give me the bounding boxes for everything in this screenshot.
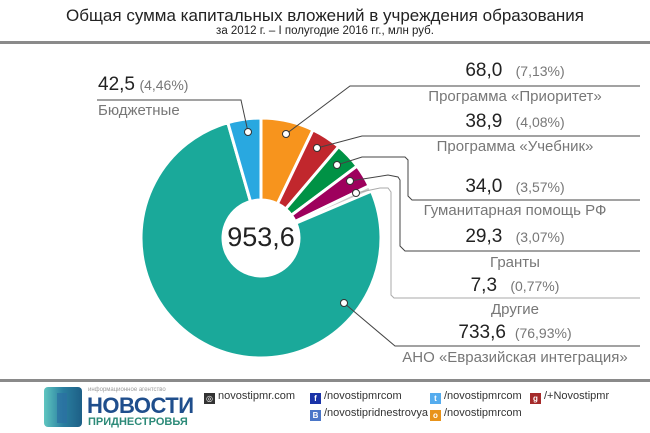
slice-value: 29,3 xyxy=(465,226,503,247)
label-name-4: Другие xyxy=(490,301,540,318)
label-0: 68,0 (7,13%) xyxy=(390,60,640,82)
globe-icon: ◎ xyxy=(204,393,215,404)
twitter-icon: t xyxy=(430,393,441,404)
link-website[interactable]: ◎ novostipmr.com xyxy=(204,390,296,404)
link-google-plus[interactable]: g/+Novostipmr xyxy=(530,390,609,404)
slice-value: 34,0 xyxy=(465,176,503,197)
slice-percent: (3,07%) xyxy=(515,229,565,245)
chart-title: Общая сумма капитальных вложений в учреж… xyxy=(65,6,584,25)
leader-line-6 xyxy=(97,99,249,133)
slice-percent: (7,13%) xyxy=(515,63,565,79)
leader-dot-1 xyxy=(313,144,321,152)
label-5: 733,6 (76,93%) xyxy=(390,322,640,344)
logo-tagline: информационное агентство xyxy=(88,387,166,393)
slice-value: 42,5 xyxy=(98,74,135,95)
label-name-0: Программа «Приоритет» xyxy=(428,88,602,105)
link-odnoklassniki[interactable]: o/novostipmrcom xyxy=(430,407,522,421)
leader-dot-4 xyxy=(352,189,360,197)
link-facebook[interactable]: f/novostipmrcom xyxy=(310,390,402,404)
logo-title: НОВОСТИ xyxy=(87,393,194,418)
leader-line-3 xyxy=(349,174,640,252)
logo-subtitle: ПРИДНЕСТРОВЬЯ xyxy=(88,416,188,428)
leader-line-5 xyxy=(343,302,640,347)
logo-mark xyxy=(44,387,82,427)
slice-percent: (0,77%) xyxy=(510,278,560,294)
label-1: 38,9 (4,08%) xyxy=(390,111,640,133)
slice-percent: (4,46%) xyxy=(139,77,189,93)
slice-value: 38,9 xyxy=(465,111,503,132)
slice-6 xyxy=(225,116,263,204)
label-name-6: Бюджетные xyxy=(98,102,180,119)
slice-percent: (3,57%) xyxy=(515,179,565,195)
leader-dot-0 xyxy=(282,130,290,138)
total-value: 953,6 xyxy=(227,222,295,252)
slice-5 xyxy=(139,120,383,360)
facebook-icon: f xyxy=(310,393,321,404)
slice-percent: (76,93%) xyxy=(514,325,572,341)
label-name-2: Гуманитарная помощь РФ xyxy=(423,202,607,219)
leader-line-0 xyxy=(285,85,640,135)
label-6: 42,5 (4,46%) xyxy=(98,74,188,96)
header-divider xyxy=(0,41,650,44)
leader-line-2 xyxy=(336,156,640,201)
link-twitter[interactable]: t/novostipmrcom xyxy=(430,390,522,404)
label-4: 7,3 (0,77%) xyxy=(390,275,640,297)
slice-value: 733,6 xyxy=(458,322,506,343)
leader-dot-2 xyxy=(333,161,341,169)
leader-line-1 xyxy=(316,135,640,149)
label-name-5: АНО «Евразийская интеграция» xyxy=(402,349,628,366)
leader-dot-5 xyxy=(340,299,348,307)
slice-percent: (4,08%) xyxy=(515,114,565,130)
slice-value: 68,0 xyxy=(465,60,503,81)
google-plus-icon: g xyxy=(530,393,541,404)
chart-subtitle: за 2012 г. – I полугодие 2016 гг., млн р… xyxy=(216,25,434,37)
leader-dot-6 xyxy=(244,128,252,136)
label-2: 34,0 (3,57%) xyxy=(390,176,640,198)
vk-icon: B xyxy=(310,410,321,421)
odnoklassniki-icon: o xyxy=(430,410,441,421)
link-vk[interactable]: B/novostipridnestrovya xyxy=(310,407,428,421)
leader-dot-3 xyxy=(346,177,354,185)
donut-chart xyxy=(97,85,640,360)
slice-value: 7,3 xyxy=(470,275,498,296)
label-3: 29,3 (3,07%) xyxy=(390,226,640,248)
footer-divider xyxy=(0,379,650,382)
label-name-1: Программа «Учебник» xyxy=(436,138,594,155)
label-name-3: Гранты xyxy=(490,254,540,271)
leader-line-4 xyxy=(355,187,640,299)
